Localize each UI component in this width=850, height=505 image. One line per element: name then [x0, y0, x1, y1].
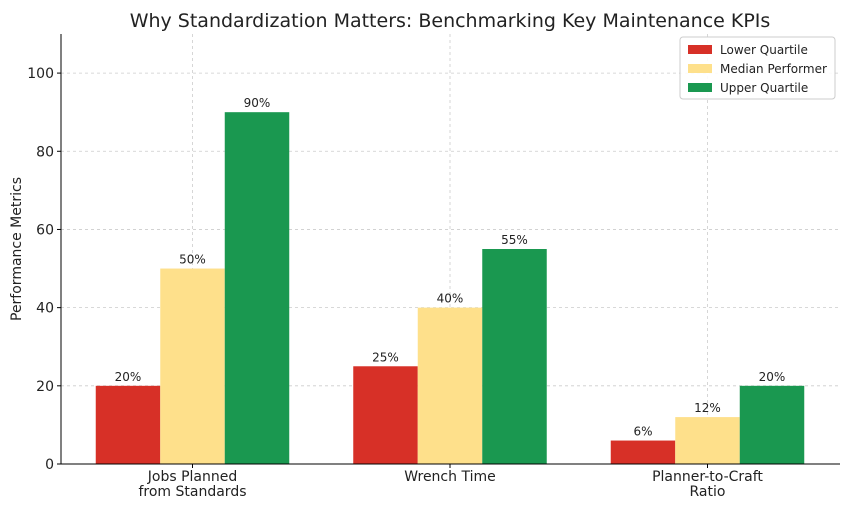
- y-tick-label: 20: [36, 379, 54, 395]
- legend-label: Median Performer: [720, 62, 827, 76]
- bars: [95, 112, 805, 464]
- x-tick-label: Jobs Planned: [147, 469, 237, 485]
- data-labels: 20% 25% 6% 50% 40% 12% 90% 55% 20%: [115, 96, 786, 438]
- bar: [160, 268, 225, 464]
- bar: [482, 249, 547, 464]
- data-label: 20%: [115, 370, 142, 384]
- bar: [417, 307, 483, 464]
- bar: [353, 366, 418, 464]
- chart-title: Why Standardization Matters: Benchmarkin…: [130, 10, 771, 32]
- y-ticks: 0 20 40 60 80 100: [27, 66, 61, 473]
- y-tick-label: 60: [36, 222, 54, 238]
- data-label: 90%: [244, 96, 271, 110]
- data-label: 40%: [437, 292, 464, 306]
- bar: [739, 385, 805, 464]
- x-tick-label: Ratio: [690, 484, 726, 500]
- legend-swatch: [688, 83, 712, 92]
- x-tick-label: Planner-to-Craft: [652, 469, 763, 485]
- legend-label: Upper Quartile: [720, 81, 808, 95]
- data-label: 6%: [633, 425, 652, 439]
- x-tick-label: Wrench Time: [404, 469, 495, 485]
- bar: [95, 385, 161, 464]
- data-label: 25%: [372, 350, 399, 364]
- y-tick-label: 100: [27, 66, 54, 82]
- data-label: 20%: [759, 370, 786, 384]
- y-tick-label: 80: [36, 144, 54, 160]
- bar: [224, 112, 290, 464]
- data-label: 50%: [179, 253, 206, 267]
- x-tick-label: from Standards: [138, 484, 246, 500]
- y-tick-label: 0: [45, 457, 54, 473]
- legend-label: Lower Quartile: [720, 43, 808, 57]
- legend-swatch: [688, 45, 712, 54]
- legend-box: [679, 36, 836, 100]
- y-tick-label: 40: [36, 301, 54, 317]
- bar: [675, 417, 740, 464]
- bar: [610, 440, 676, 464]
- legend: Lower Quartile Median Performer Upper Quar…: [679, 36, 836, 100]
- data-label: 12%: [694, 401, 721, 415]
- data-label: 55%: [501, 233, 528, 247]
- legend-swatch: [688, 64, 712, 73]
- y-axis-label: Performance Metrics: [9, 177, 25, 321]
